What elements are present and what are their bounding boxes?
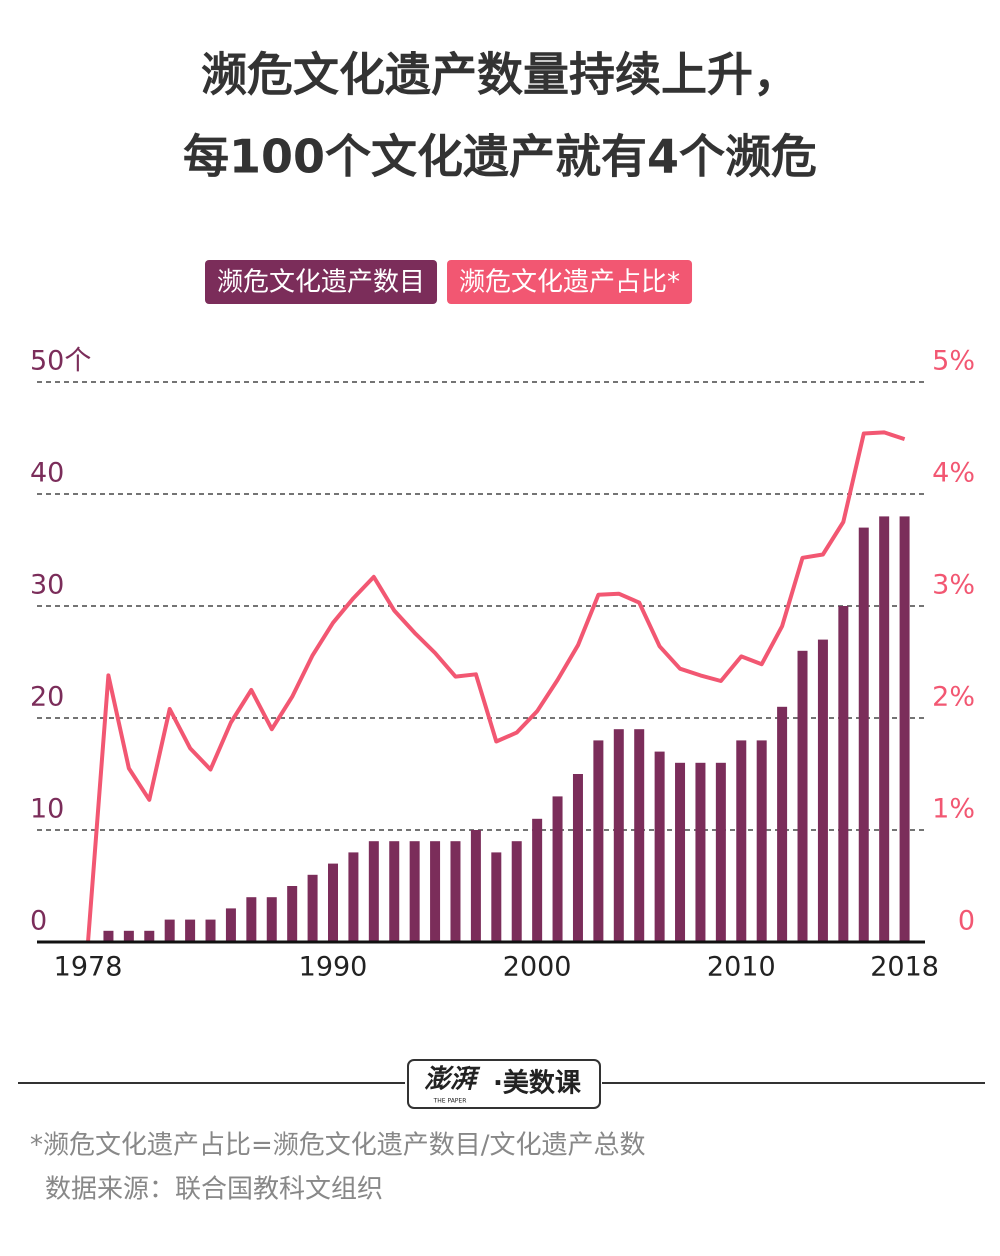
bar bbox=[225, 908, 236, 942]
bar bbox=[654, 751, 665, 942]
bar bbox=[470, 830, 481, 942]
y2-tick-label: 0 bbox=[958, 906, 975, 937]
bar bbox=[307, 874, 318, 942]
bar bbox=[491, 852, 502, 942]
bar bbox=[552, 796, 563, 942]
legend-label: 濒危文化遗产占比* bbox=[459, 268, 680, 298]
bar bbox=[430, 841, 441, 942]
x-tick-label: 1978 bbox=[54, 952, 123, 983]
x-tick-label: 1990 bbox=[299, 952, 368, 983]
chart-title: 每100个文化遗产就有4个濒危 bbox=[183, 130, 817, 184]
bar bbox=[593, 740, 604, 942]
line bbox=[86, 430, 906, 943]
bar bbox=[123, 930, 134, 942]
y-tick-label: 20 bbox=[30, 682, 64, 713]
y2-tick-label: 4% bbox=[932, 458, 975, 489]
bar bbox=[409, 841, 420, 942]
bar bbox=[103, 930, 114, 942]
bar bbox=[368, 841, 379, 942]
footnote: *濒危文化遗产占比=濒危文化遗产数目/文化遗产总数 bbox=[30, 1131, 646, 1161]
bar bbox=[511, 841, 522, 942]
bar bbox=[675, 762, 686, 942]
y-tick-label: 0 bbox=[30, 906, 47, 937]
bar bbox=[144, 930, 155, 942]
bar bbox=[899, 516, 910, 942]
bar bbox=[532, 818, 543, 942]
y-tick-label: 40 bbox=[30, 458, 64, 489]
logo-sub: THE PAPER bbox=[433, 1098, 467, 1105]
y-tick-label: 30 bbox=[30, 570, 64, 601]
y-tick-label: 50个 bbox=[30, 346, 91, 377]
bar bbox=[450, 841, 461, 942]
bar bbox=[797, 650, 808, 942]
bar bbox=[858, 527, 869, 942]
bar bbox=[205, 919, 216, 942]
bar bbox=[389, 841, 400, 942]
bar bbox=[695, 762, 706, 942]
bar bbox=[715, 762, 726, 942]
legend-label: 濒危文化遗产数目 bbox=[217, 268, 425, 298]
bar bbox=[777, 706, 788, 942]
legend-item bbox=[205, 260, 438, 304]
x-tick-label: 2010 bbox=[707, 952, 776, 983]
x-tick-label: 2000 bbox=[503, 952, 572, 983]
y2-tick-label: 3% bbox=[932, 570, 975, 601]
bar bbox=[756, 740, 767, 942]
bar bbox=[185, 919, 196, 942]
chart-title: 濒危文化遗产数量持续上升， bbox=[201, 48, 799, 102]
bar bbox=[838, 606, 849, 942]
x-tick-label: 2018 bbox=[870, 952, 939, 983]
bar bbox=[266, 897, 277, 942]
bar bbox=[328, 863, 338, 942]
bar bbox=[348, 852, 359, 942]
brand: ·美数课 bbox=[493, 1068, 582, 1099]
bar bbox=[817, 639, 828, 942]
y2-tick-label: 2% bbox=[932, 682, 975, 713]
bar bbox=[613, 729, 624, 942]
source: 数据来源：联合国教科文组织 bbox=[45, 1175, 383, 1205]
y-tick-label: 10 bbox=[30, 794, 64, 825]
bar bbox=[164, 919, 175, 942]
logo-box bbox=[407, 1059, 601, 1109]
legend-item bbox=[447, 260, 693, 304]
bar bbox=[572, 774, 583, 942]
logo: 澎湃 bbox=[424, 1065, 481, 1095]
bar bbox=[736, 740, 747, 942]
y2-tick-label: 1% bbox=[932, 794, 975, 825]
y2-tick-label: 5% bbox=[932, 346, 975, 377]
bar bbox=[879, 516, 890, 942]
bar bbox=[634, 729, 645, 942]
bar bbox=[287, 886, 298, 942]
bar bbox=[246, 897, 257, 942]
